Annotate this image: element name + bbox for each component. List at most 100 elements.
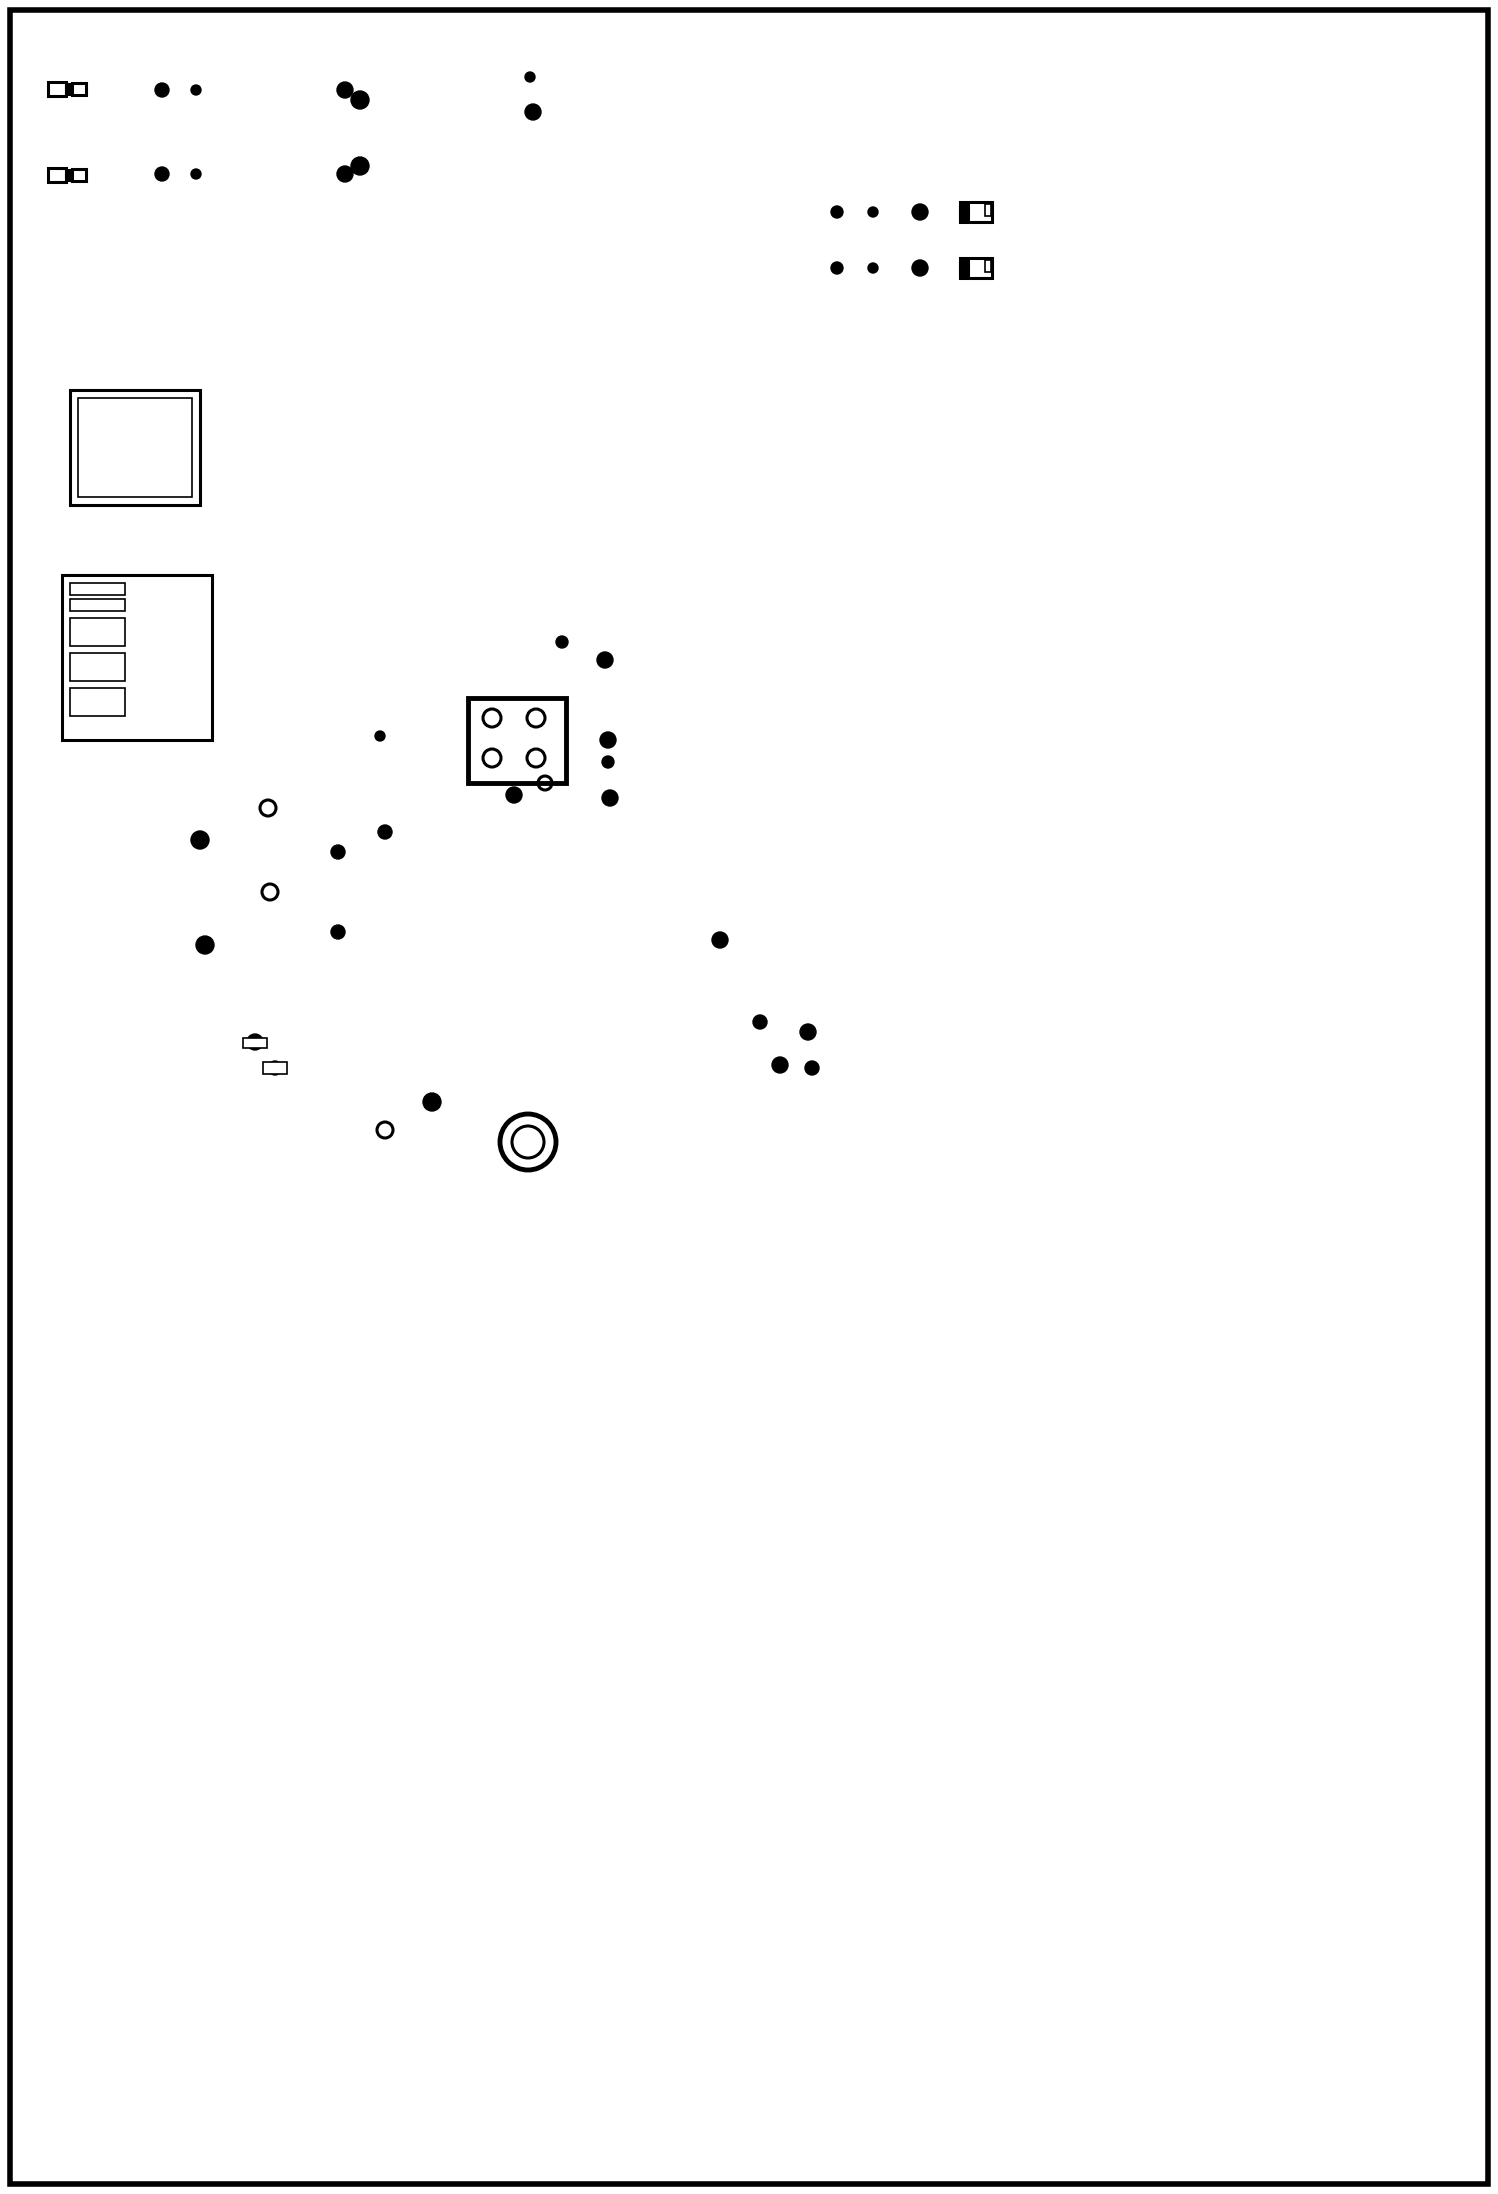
Text: PE-1782: PE-1782 (1302, 2146, 1417, 2170)
Text: 26: 26 (156, 816, 184, 834)
Circle shape (337, 167, 354, 182)
Circle shape (196, 937, 214, 954)
Circle shape (374, 731, 385, 742)
Text: 1: 1 (211, 452, 225, 472)
Text: 35: 35 (207, 1031, 234, 1049)
Text: 29: 29 (804, 1053, 831, 1071)
Text: 30: 30 (535, 774, 562, 794)
Text: 4: 4 (207, 57, 220, 75)
Text: 28: 28 (150, 57, 177, 75)
Text: 38: 38 (391, 1086, 418, 1104)
Bar (48, 169, 66, 182)
Circle shape (506, 788, 521, 803)
Text: 27: 27 (82, 823, 109, 842)
Circle shape (771, 1058, 788, 1073)
Text: 2: 2 (1035, 191, 1049, 208)
Circle shape (247, 1033, 264, 1051)
Text: 8: 8 (439, 138, 452, 158)
Circle shape (331, 926, 345, 939)
Bar (986, 204, 992, 215)
Circle shape (192, 86, 201, 94)
Bar (70, 619, 124, 645)
Bar (960, 259, 992, 279)
Text: 18: 18 (634, 649, 662, 667)
Text: 28: 28 (150, 191, 177, 208)
Circle shape (154, 83, 169, 97)
Circle shape (524, 72, 535, 81)
Text: 28: 28 (914, 206, 942, 224)
Text: 29: 29 (542, 625, 569, 645)
Text: 3: 3 (51, 191, 64, 208)
Text: 11: 11 (725, 191, 752, 208)
Bar (72, 169, 85, 180)
Text: 5: 5 (256, 57, 270, 75)
Text: INSTRUCTIONS: INSTRUCTIONS (72, 586, 124, 592)
Text: 9: 9 (592, 97, 605, 114)
Text: 37: 37 (208, 689, 235, 706)
Text: 5: 5 (256, 191, 270, 208)
Circle shape (831, 261, 843, 274)
Text: To
Control
Valve: To Control Valve (830, 1093, 893, 1141)
Bar (72, 83, 85, 94)
Circle shape (337, 81, 354, 99)
Circle shape (377, 825, 392, 838)
Circle shape (804, 1062, 819, 1075)
Bar (70, 391, 201, 505)
Bar (70, 584, 124, 595)
Text: 30: 30 (241, 875, 268, 895)
Bar (986, 261, 992, 272)
Text: 24: 24 (292, 840, 319, 860)
Circle shape (712, 932, 728, 948)
Bar (66, 169, 72, 180)
Circle shape (912, 204, 927, 219)
Circle shape (831, 206, 843, 217)
Bar (48, 81, 66, 97)
Text: 29: 29 (598, 753, 626, 772)
Text: 11: 11 (725, 252, 752, 272)
Text: 28: 28 (914, 263, 942, 281)
Text: 15: 15 (746, 1062, 773, 1082)
Text: 33: 33 (235, 1055, 262, 1075)
Circle shape (422, 1093, 440, 1110)
Bar (960, 204, 968, 219)
Text: 22: 22 (622, 985, 649, 1005)
Text: 5: 5 (833, 206, 846, 224)
Circle shape (912, 261, 927, 276)
Circle shape (556, 636, 568, 647)
Circle shape (154, 167, 169, 180)
Bar (70, 654, 124, 680)
Text: 30: 30 (244, 792, 271, 812)
Text: 5: 5 (833, 263, 846, 281)
Circle shape (331, 845, 345, 860)
Bar (264, 1062, 288, 1075)
Text: 6: 6 (339, 37, 352, 55)
Circle shape (598, 652, 613, 667)
Bar (66, 83, 72, 94)
Text: 21: 21 (544, 794, 572, 814)
Bar (70, 689, 124, 715)
Circle shape (800, 1025, 816, 1040)
Text: 19: 19 (637, 731, 664, 750)
Circle shape (524, 103, 541, 121)
Text: 23: 23 (349, 989, 376, 1009)
Circle shape (867, 263, 878, 272)
Text: 10: 10 (584, 129, 611, 149)
Text: 4: 4 (878, 206, 891, 224)
Text: 34: 34 (91, 1082, 118, 1101)
Bar (960, 261, 968, 274)
Circle shape (351, 90, 369, 110)
Text: 3: 3 (1035, 252, 1049, 272)
Bar (243, 1038, 267, 1049)
Text: 16: 16 (333, 713, 360, 731)
Text: 12: 12 (631, 265, 659, 283)
Text: 29: 29 (731, 1016, 758, 1036)
Text: 14: 14 (682, 913, 709, 932)
Circle shape (753, 1016, 767, 1029)
Text: 2: 2 (51, 57, 64, 75)
Text: 4: 4 (878, 263, 891, 281)
Text: 20: 20 (637, 794, 664, 814)
Circle shape (192, 169, 201, 180)
Text: 7: 7 (301, 329, 315, 347)
Circle shape (192, 832, 210, 849)
Circle shape (601, 733, 616, 748)
